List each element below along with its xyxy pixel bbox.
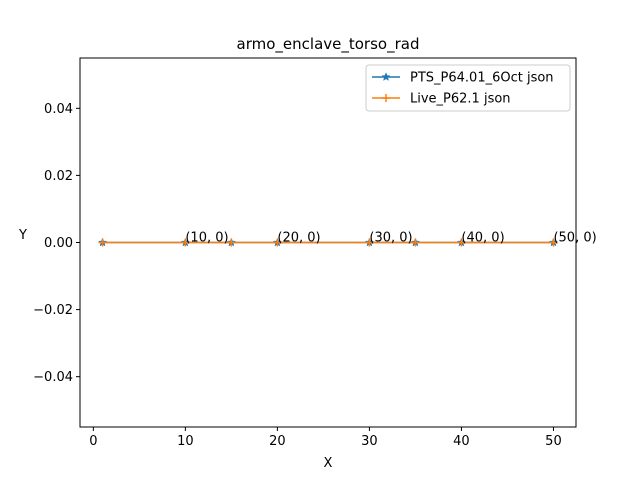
- series-2: [98, 238, 558, 247]
- point-annotation: (50, 0): [553, 231, 596, 246]
- y-axis-label: Y: [18, 228, 27, 243]
- series-2-marker: [181, 238, 190, 247]
- x-tick-label: 20: [269, 434, 286, 449]
- y-tick-label: 0.04: [44, 102, 73, 117]
- legend-entry: PTS_P64.01_6Oct json: [372, 71, 554, 86]
- point-annotation: (40, 0): [461, 231, 504, 246]
- y-tick-label: 0.02: [44, 169, 73, 184]
- x-axis-label: X: [324, 456, 333, 471]
- x-tick-label: 30: [361, 434, 378, 449]
- legend-marker: [381, 72, 391, 81]
- series-2-marker: [365, 238, 374, 247]
- legend-label: PTS_P64.01_6Oct json: [410, 71, 554, 86]
- y-tick-label: −0.04: [33, 370, 73, 385]
- plot-frame: [79, 57, 577, 428]
- series-2-marker: [549, 238, 558, 247]
- x-tick-label: 50: [545, 434, 562, 449]
- data-series: [97, 237, 559, 247]
- series-2-marker: [457, 238, 466, 247]
- point-annotation: (20, 0): [277, 231, 320, 246]
- legend: PTS_P64.01_6Oct json Live_P62.1 json: [365, 64, 571, 112]
- point-annotations: (10, 0) (20, 0) (30, 0) (40, 0) (50, 0): [185, 231, 596, 246]
- axis-ticks: 0 10 20 30 40 50 −0.04 −0.02 0.00 0.02 0.04: [33, 102, 562, 449]
- series-2-marker: [273, 238, 282, 247]
- legend-entry: Live_P62.1 json: [372, 92, 511, 107]
- series-2-marker: [411, 238, 420, 247]
- chart-title: armo_enclave_torso_rad: [237, 35, 420, 54]
- x-tick-label: 10: [177, 434, 194, 449]
- legend-label: Live_P62.1 json: [410, 92, 511, 107]
- point-annotation: (10, 0): [185, 231, 228, 246]
- point-annotation: (30, 0): [369, 231, 412, 246]
- series-2-marker: [227, 238, 236, 247]
- x-tick-label: 0: [89, 434, 97, 449]
- series-2-marker: [98, 238, 107, 247]
- y-tick-label: 0.00: [44, 236, 73, 251]
- x-tick-label: 40: [453, 434, 470, 449]
- y-tick-label: −0.02: [33, 303, 73, 318]
- legend-marker: [382, 94, 390, 102]
- legend-box: [365, 64, 571, 112]
